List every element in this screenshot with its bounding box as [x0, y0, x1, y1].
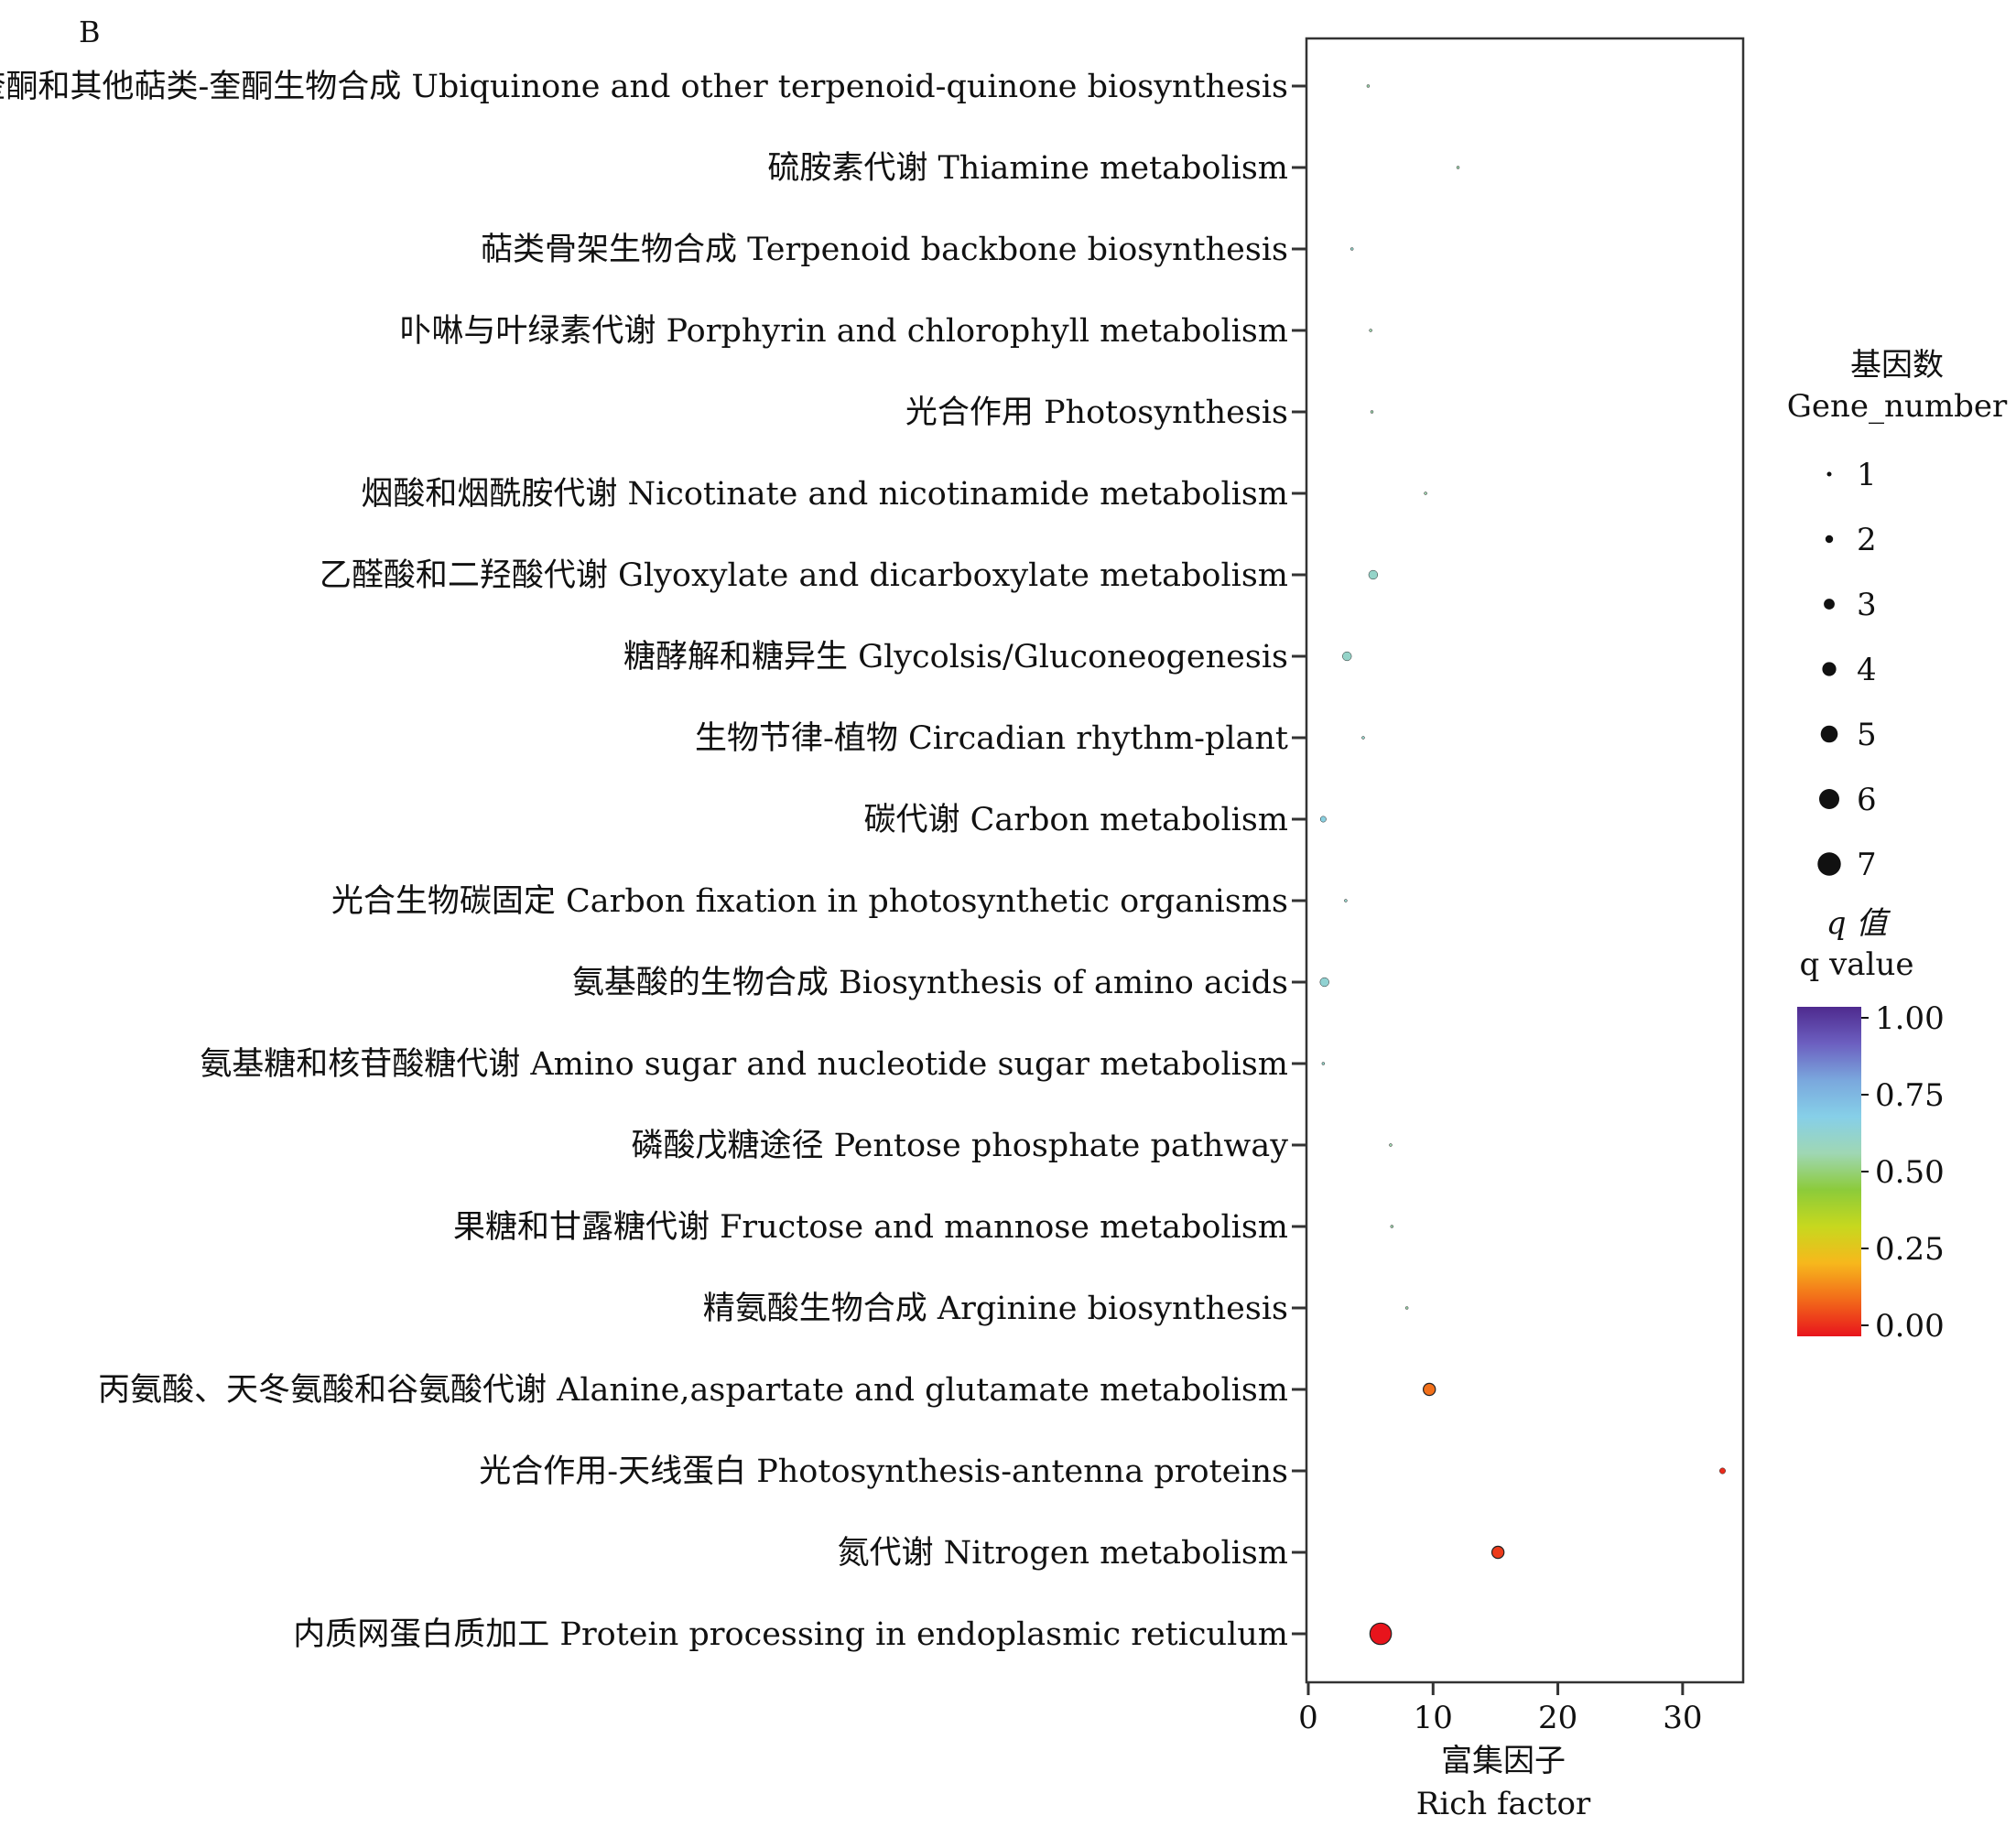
data-point: [1319, 816, 1327, 823]
pathway-label: 生物节律-植物 Circadian rhythm-plant: [695, 720, 1288, 757]
y-axis: 泛奎酮和其他萜类-奎酮生物合成 Ubiquinone and other ter…: [0, 69, 1306, 1653]
size-legend-label: 4: [1857, 652, 1877, 688]
size-legend-dot: [1824, 599, 1835, 610]
color-legend-label: 0.00: [1875, 1308, 1945, 1345]
size-legend-dot: [1825, 535, 1834, 544]
x-tick-label: 10: [1414, 1700, 1453, 1736]
size-legend-dot: [1822, 662, 1837, 676]
data-point: [1342, 651, 1352, 662]
size-legend-dot: [1819, 789, 1839, 809]
plot-border: [1305, 37, 1745, 1684]
pathway-label: 氨基酸的生物合成 Biosynthesis of amino acids: [572, 965, 1288, 1001]
data-point: [1369, 329, 1372, 332]
x-axis-title-cn: 富集因子: [1441, 1743, 1566, 1779]
size-legend-label: 2: [1857, 522, 1877, 558]
data-point: [1319, 977, 1329, 988]
data-point: [1370, 410, 1374, 414]
color-legend-label: 1.00: [1875, 1000, 1945, 1037]
panel-label: B: [79, 15, 101, 49]
size-legend-dot: [1820, 725, 1838, 743]
color-legend-title-en: q value: [1800, 946, 1914, 983]
data-point: [1366, 84, 1371, 88]
pathway-label: 磷酸戊糖途径 Pentose phosphate pathway: [632, 1128, 1289, 1164]
color-legend-label: 0.50: [1875, 1154, 1945, 1191]
size-legend-title-en: Gene_number: [1787, 388, 2008, 425]
data-point: [1349, 247, 1354, 251]
pathway-label: 精氨酸生物合成 Arginine biosynthesis: [703, 1291, 1288, 1327]
pathway-label: 卟啉与叶绿素代谢 Porphyrin and chlorophyll metab…: [399, 313, 1288, 350]
x-tick-label: 30: [1663, 1700, 1702, 1736]
color-legend-title-cn: q 值: [1826, 905, 1891, 942]
pathway-label: 烟酸和烟酰胺代谢 Nicotinate and nicotinamide met…: [361, 476, 1288, 513]
data-point: [1390, 1225, 1394, 1228]
plot-area: [1305, 37, 1745, 1684]
color-bar: [1797, 1007, 1861, 1336]
x-tick-label: 20: [1538, 1700, 1577, 1736]
data-point: [1422, 1382, 1436, 1397]
pathway-label: 乙醛酸和二羟酸代谢 Glyoxylate and dicarboxylate m…: [320, 557, 1288, 594]
size-legend-label: 5: [1857, 717, 1877, 753]
pathway-label: 果糖和甘露糖代谢 Fructose and mannose metabolism: [453, 1209, 1288, 1246]
data-point: [1719, 1467, 1726, 1475]
size-legend-title-cn: 基因数: [1850, 347, 1944, 384]
x-tick-label: 0: [1298, 1700, 1318, 1736]
pathway-label: 氨基糖和核苷酸糖代谢 Amino sugar and nucleotide su…: [200, 1046, 1288, 1083]
gene-number-legend: 基因数 Gene_number 1 2 3 4 5 6 7: [1787, 347, 2008, 883]
size-legend-label: 1: [1857, 457, 1877, 493]
pathway-label: 糖酵解和糖异生 Glycolsis/Gluconeogenesis: [623, 639, 1288, 675]
pathway-label: 光合生物碳固定 Carbon fixation in photosyntheti…: [331, 883, 1288, 920]
pathway-label: 光合作用-天线蛋白 Photosynthesis-antenna protein…: [479, 1453, 1288, 1490]
pathway-label: 光合作用 Photosynthesis: [905, 394, 1288, 431]
data-point: [1321, 1062, 1326, 1065]
data-point: [1361, 736, 1365, 740]
data-point: [1424, 492, 1427, 495]
pathway-label: 内质网蛋白质加工 Protein processing in endoplasm…: [293, 1616, 1288, 1653]
size-legend-dot: [1817, 852, 1841, 876]
size-legend-label: 7: [1857, 847, 1877, 883]
data-point: [1490, 1545, 1505, 1560]
x-axis: 0 10 20 30: [1298, 1682, 1702, 1736]
x-axis-title-en: Rich factor: [1416, 1786, 1591, 1822]
data-point: [1344, 899, 1348, 902]
color-legend-label: 0.75: [1875, 1077, 1945, 1114]
pathway-label: 泛奎酮和其他萜类-奎酮生物合成 Ubiquinone and other ter…: [0, 69, 1288, 105]
color-legend-label: 0.25: [1875, 1231, 1945, 1268]
data-point: [1368, 569, 1379, 580]
data-point: [1389, 1143, 1393, 1147]
size-legend-label: 3: [1857, 587, 1877, 623]
pathway-label: 碳代谢 Carbon metabolism: [864, 802, 1289, 838]
pathway-label: 硫胺素代谢 Thiamine metabolism: [767, 150, 1288, 187]
q-value-legend: q 值 q value 1.00 0.75 0.50 0.25 0.00: [1797, 905, 1945, 1345]
data-point: [1456, 166, 1460, 169]
data-point: [1404, 1306, 1409, 1310]
pathway-label: 萜类骨架生物合成 Terpenoid backbone biosynthesis: [481, 232, 1288, 268]
data-point: [1369, 1622, 1393, 1646]
pathway-label: 丙氨酸、天冬氨酸和谷氨酸代谢 Alanine,aspartate and glu…: [98, 1372, 1288, 1409]
pathway-label: 氮代谢 Nitrogen metabolism: [838, 1535, 1288, 1572]
size-legend-label: 6: [1857, 782, 1877, 818]
size-legend-dot: [1826, 471, 1832, 477]
